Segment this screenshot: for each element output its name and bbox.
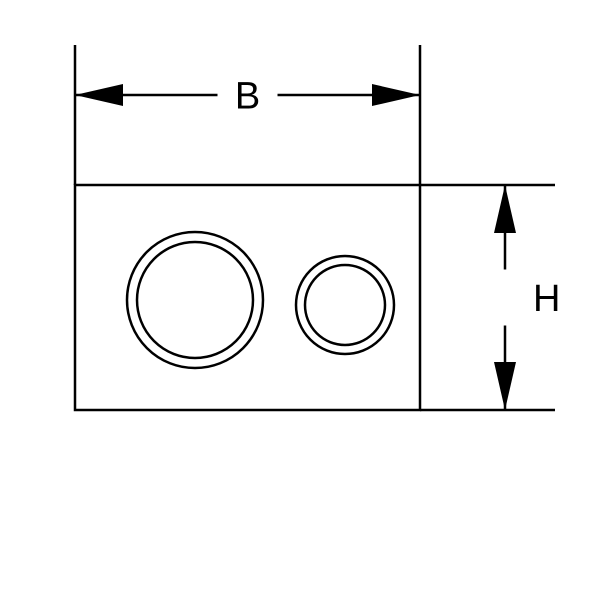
small-button-inner <box>305 265 385 345</box>
large-button-inner <box>137 242 253 358</box>
dimension-arrowhead <box>75 84 123 106</box>
small-button-outer <box>296 256 394 354</box>
dimension-arrowhead <box>372 84 420 106</box>
dimension-arrowhead <box>494 362 516 410</box>
dim-label-height: H <box>533 278 560 320</box>
dimension-arrowhead <box>494 185 516 233</box>
large-button-outer <box>127 232 263 368</box>
dim-label-width: B <box>235 75 260 117</box>
